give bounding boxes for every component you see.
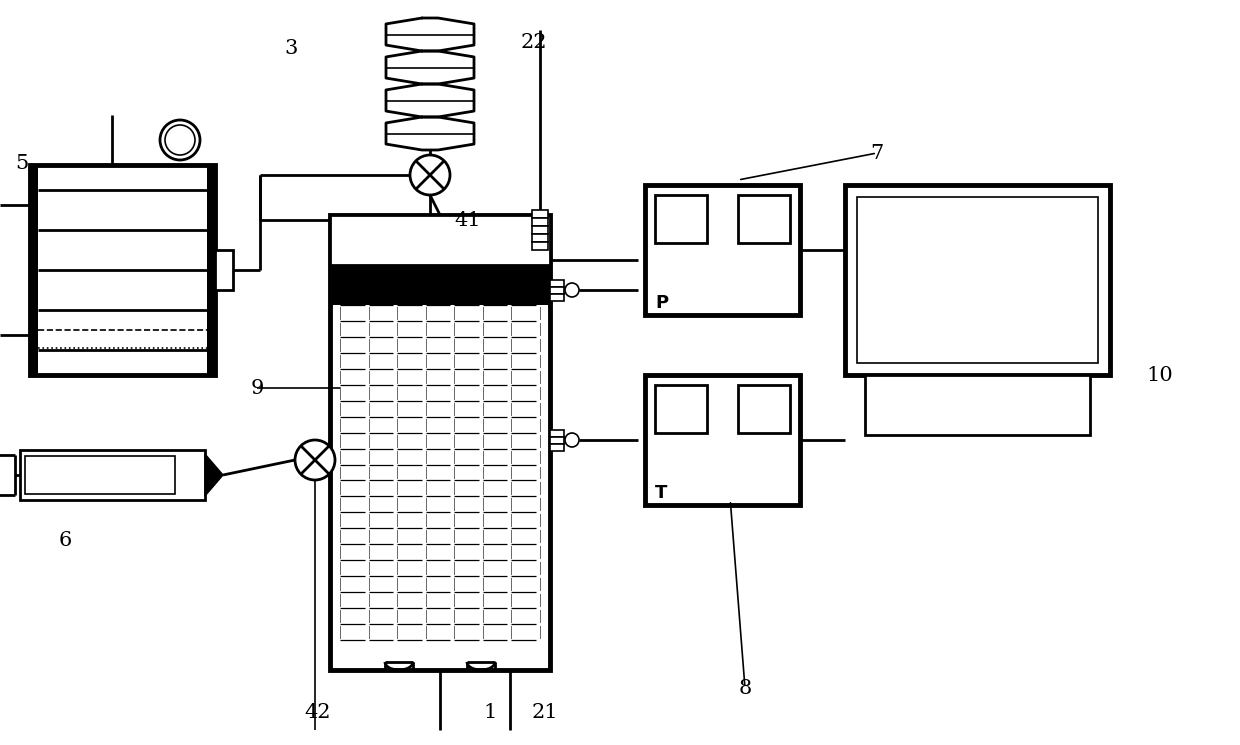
Bar xyxy=(20,450,205,500)
Bar xyxy=(738,195,790,243)
Text: P: P xyxy=(655,294,668,312)
Circle shape xyxy=(410,155,450,195)
Bar xyxy=(655,385,707,433)
Text: 22: 22 xyxy=(521,33,547,51)
Text: 5: 5 xyxy=(15,153,29,173)
Bar xyxy=(532,226,548,234)
Bar xyxy=(532,218,548,226)
Bar xyxy=(215,250,233,290)
Bar xyxy=(330,215,551,265)
Bar xyxy=(532,242,548,250)
Bar xyxy=(532,234,548,242)
Bar xyxy=(738,385,790,433)
Bar xyxy=(857,197,1097,363)
Bar xyxy=(551,444,564,451)
Text: 41: 41 xyxy=(455,211,481,229)
Bar xyxy=(207,165,215,375)
Circle shape xyxy=(565,433,579,447)
Text: 1: 1 xyxy=(484,703,497,723)
Bar xyxy=(551,280,564,287)
Bar xyxy=(844,185,1110,375)
Circle shape xyxy=(165,125,195,155)
Text: 21: 21 xyxy=(532,703,558,723)
Text: 3: 3 xyxy=(284,39,298,57)
Bar xyxy=(551,287,564,294)
Bar xyxy=(866,375,1090,435)
Text: 7: 7 xyxy=(870,144,884,162)
Text: 10: 10 xyxy=(1147,366,1173,384)
Text: T: T xyxy=(655,484,667,502)
Bar xyxy=(645,375,800,505)
Circle shape xyxy=(565,283,579,297)
Bar xyxy=(30,165,38,375)
Bar xyxy=(330,215,551,670)
Bar xyxy=(655,195,707,243)
Text: 8: 8 xyxy=(738,679,751,697)
Bar xyxy=(330,265,551,305)
Circle shape xyxy=(295,440,335,480)
Bar xyxy=(551,430,564,437)
Text: 42: 42 xyxy=(305,703,331,723)
Bar xyxy=(532,210,548,218)
Bar xyxy=(551,437,564,444)
Bar xyxy=(25,456,175,494)
Bar xyxy=(645,185,800,315)
Text: 9: 9 xyxy=(250,378,264,398)
Polygon shape xyxy=(205,454,223,496)
Bar xyxy=(30,165,215,375)
Circle shape xyxy=(160,120,200,160)
Bar xyxy=(551,294,564,301)
Text: 6: 6 xyxy=(58,530,72,550)
